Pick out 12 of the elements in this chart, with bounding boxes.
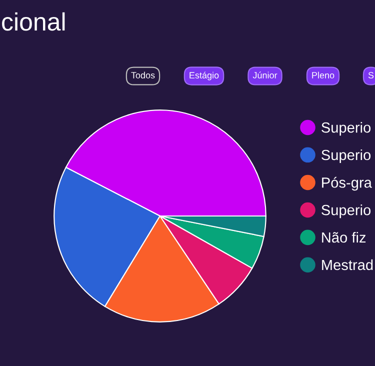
text: Todos [131,72,155,78]
legend-label: Superio [322,204,371,218]
legend-label: Não fiz [322,232,366,243]
legend-label: Superio [322,149,371,164]
legend-label: Superio [322,122,371,136]
text: Estágio [190,72,219,80]
text: Júnior [252,72,278,78]
legend-label: Mestrad [322,259,373,270]
legend-label: Pós-gra [322,176,372,191]
chart-title: cional [2,12,65,31]
text: Pleno [312,72,334,78]
text: S [368,72,374,78]
